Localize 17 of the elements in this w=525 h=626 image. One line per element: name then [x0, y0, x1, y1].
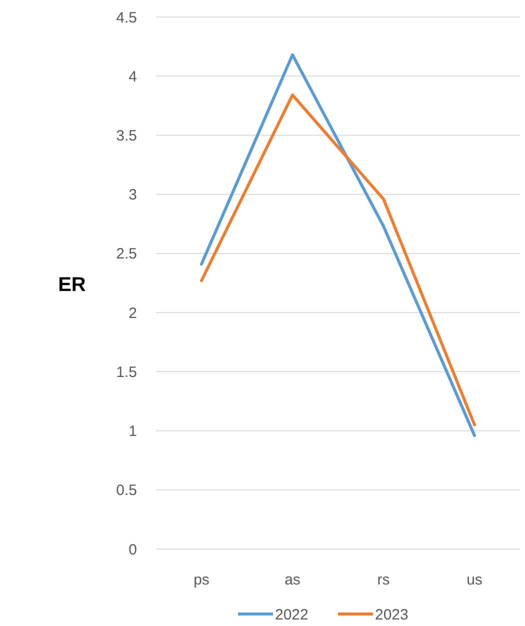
y-tick-label: 0 — [128, 541, 137, 558]
x-tick-label: us — [466, 571, 482, 588]
y-tick-label: 1.5 — [116, 364, 137, 381]
y-tick-label: 1 — [128, 423, 137, 440]
y-tick-label: 0.5 — [116, 482, 137, 500]
y-tick-label: 3 — [128, 186, 137, 204]
legend-label: 2023 — [375, 606, 408, 624]
x-tick-label: as — [284, 571, 300, 588]
legend-label: 2022 — [275, 606, 308, 624]
y-tick-label: 2.5 — [116, 246, 137, 263]
y-axis-title: ER — [58, 274, 86, 296]
x-tick-label: ps — [194, 571, 210, 588]
y-tick-label: 2 — [128, 304, 137, 322]
y-tick-label: 4 — [128, 68, 137, 86]
x-tick-label: rs — [377, 571, 390, 588]
y-tick-label: 3.5 — [116, 127, 137, 144]
y-tick-label: 4.5 — [116, 9, 137, 26]
